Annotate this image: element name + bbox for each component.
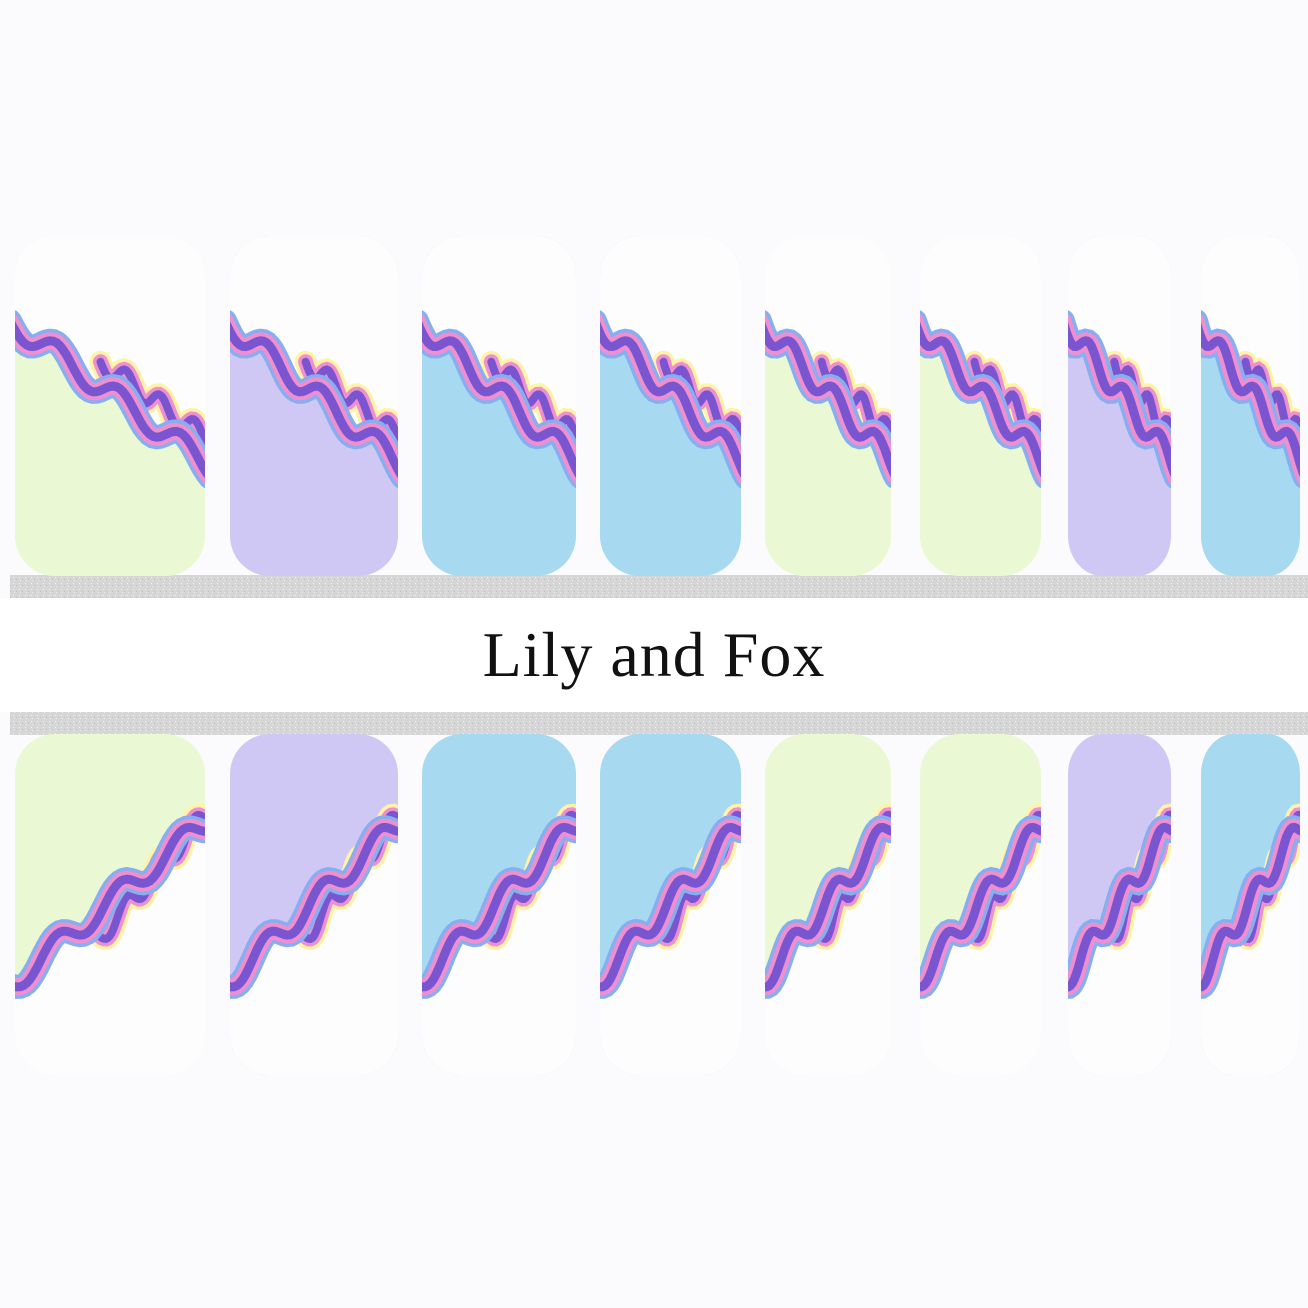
wave-stripe [422, 316, 576, 482]
wave-stripe [920, 316, 1041, 482]
wave-stripe [600, 822, 741, 992]
wave-stripe [230, 822, 398, 992]
nail-wrap [920, 734, 1041, 1075]
nail-wrap [765, 734, 891, 1075]
wave-stripe [301, 357, 398, 455]
wave-stripe [1110, 357, 1171, 455]
glitter-strip-bottom [10, 711, 1308, 735]
nail-wrap [1201, 734, 1300, 1075]
wave-stripe [1241, 357, 1300, 455]
wave-stripe [765, 822, 891, 992]
nail-wrap [15, 734, 205, 1075]
nail-wrap [422, 236, 576, 576]
nail-wrap [230, 734, 398, 1075]
nail-tip-clear [15, 827, 205, 1075]
wave-stripe [1068, 822, 1171, 992]
wave-stripe [817, 357, 891, 455]
wave-stripe [1201, 316, 1300, 482]
nail-wrap [1068, 236, 1171, 576]
wave-stripe [765, 316, 891, 482]
wave-stripe [659, 357, 741, 455]
nail-wrap [920, 236, 1041, 576]
wave-stripe [1068, 316, 1171, 482]
wave-stripe [600, 316, 741, 482]
wave-stripe [920, 822, 1041, 992]
wave-stripe [96, 357, 205, 455]
nail-wrap [765, 236, 891, 576]
glitter-strip-top [10, 575, 1308, 599]
wave-stripe [15, 316, 205, 482]
nail-wrap [1201, 236, 1300, 576]
nail-wrap [600, 734, 741, 1075]
nail-wrap [600, 236, 741, 576]
wave-stripe [15, 822, 205, 992]
wave-stripe [230, 316, 398, 482]
brand-label: Lily and Fox [0, 598, 1308, 712]
wave-stripe [487, 357, 576, 455]
nail-wrap [422, 734, 576, 1075]
nail-wrap [230, 236, 398, 576]
nail-wrap [15, 236, 205, 576]
wave-stripe [970, 357, 1041, 455]
wave-stripe [422, 822, 576, 992]
wave-stripe [1201, 822, 1300, 992]
nail-wrap [1068, 734, 1171, 1075]
